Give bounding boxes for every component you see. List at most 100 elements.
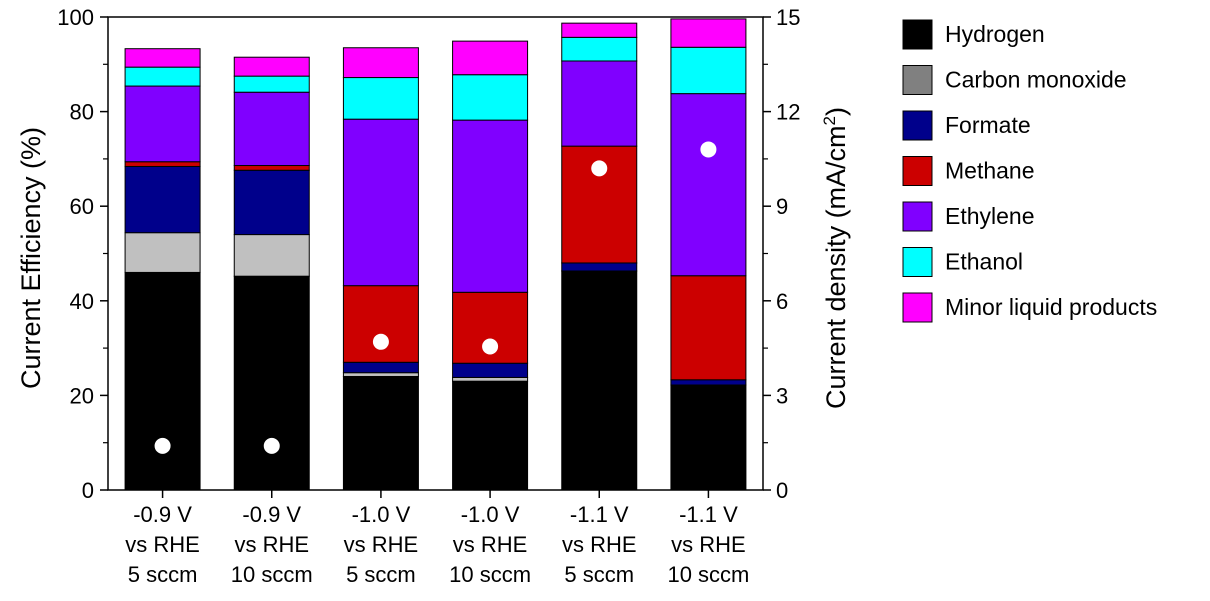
- bar-segment-formate: [342, 361, 419, 374]
- y2-axis-title: Current density (mA/cm2): [820, 107, 851, 409]
- legend-label: Methane: [945, 158, 1035, 184]
- legend-label: Hydrogen: [945, 21, 1045, 47]
- bar-segment-ethanol: [342, 77, 419, 120]
- current-density-point: [263, 437, 280, 454]
- bar-segment-minor-liquid-products: [124, 48, 201, 68]
- y2-axis-title-superscript: 2: [820, 116, 839, 125]
- legend-swatch: [902, 19, 933, 50]
- y-tick-label: 60: [70, 194, 94, 219]
- x-category-label-line: vs RHE: [125, 532, 200, 557]
- bar-segment-ethanol: [670, 46, 747, 95]
- y-tick-label: 40: [70, 289, 94, 314]
- bars-layer: [124, 18, 747, 491]
- bar-segment-carbon-monoxide: [452, 376, 529, 382]
- bar-segment-ethylene: [561, 60, 638, 147]
- current-density-point: [591, 160, 608, 177]
- bar-segment-hydrogen: [561, 270, 638, 491]
- bar-segment-ethanol: [452, 74, 529, 121]
- x-category-label-line: 5 sccm: [346, 562, 416, 587]
- current-density-point: [154, 437, 171, 454]
- legend-item: Ethanol: [902, 247, 1023, 277]
- y2-axis-title-main: Current density (mA/cm: [821, 125, 851, 409]
- y-tick-label: 100: [57, 5, 94, 30]
- x-category-label: -0.9 V vs RHE 10 sccm: [231, 502, 313, 587]
- bar-segment-minor-liquid-products: [561, 22, 638, 38]
- bar-segment-minor-liquid-products: [452, 40, 529, 76]
- bar-segment-ethanol: [124, 66, 201, 87]
- legend-item: Minor liquid products: [902, 292, 1157, 323]
- x-category-label: -1.1 V vs RHE 5 sccm: [562, 502, 637, 587]
- bar-segment-hydrogen: [452, 380, 529, 491]
- bar-segment-hydrogen: [233, 275, 310, 491]
- bar-segment-ethylene: [124, 85, 201, 163]
- bar-segment-ethylene: [670, 93, 747, 277]
- legend-item: Carbon monoxide: [902, 65, 1127, 95]
- bar-segment-formate: [233, 169, 310, 236]
- legend-label: Ethylene: [945, 203, 1035, 229]
- bar-segment-minor-liquid-products: [342, 47, 419, 79]
- y-tick-label: 20: [70, 383, 94, 408]
- legend-swatch: [902, 156, 933, 186]
- bar-segment-minor-liquid-products: [233, 56, 310, 77]
- x-category-label-line: -1.1 V: [679, 502, 738, 527]
- bar-segment-carbon-monoxide: [233, 234, 310, 277]
- legend-item: Ethylene: [902, 201, 1035, 232]
- x-category-label-line: -0.9 V: [242, 502, 301, 527]
- x-category-label-line: 10 sccm: [231, 562, 313, 587]
- bar-segment-ethylene: [233, 91, 310, 167]
- x-category-label: -0.9 V vs RHE 5 sccm: [125, 502, 200, 587]
- legend-item: Hydrogen: [902, 19, 1045, 50]
- bar-segment-formate: [124, 165, 201, 234]
- x-category-label-line: 10 sccm: [667, 562, 749, 587]
- x-category-label-line: 5 sccm: [564, 562, 634, 587]
- legend-swatch: [902, 201, 933, 232]
- bar-segment-hydrogen: [124, 271, 201, 491]
- x-category-label-line: 5 sccm: [128, 562, 198, 587]
- y2-axis-title-close: ): [821, 107, 851, 116]
- y2-tick-label: 6: [776, 289, 788, 314]
- x-category-label: -1.0 V vs RHE 10 sccm: [449, 502, 531, 587]
- legend-label: Carbon monoxide: [945, 67, 1127, 93]
- bar-segment-minor-liquid-products: [670, 18, 747, 48]
- bar-segment-methane: [670, 275, 747, 381]
- x-category-label-line: vs RHE: [234, 532, 309, 557]
- bar-segment-ethylene: [452, 119, 529, 293]
- x-category-label-line: 10 sccm: [449, 562, 531, 587]
- y-tick-label: 0: [82, 478, 94, 503]
- legend-label: Ethanol: [945, 249, 1023, 275]
- plot-frame: [107, 16, 764, 491]
- legend-label: Minor liquid products: [945, 294, 1157, 320]
- y2-tick-label: 15: [776, 5, 800, 30]
- bar-segment-hydrogen: [670, 384, 747, 491]
- bar-segment-carbon-monoxide: [342, 372, 419, 377]
- x-category-label-line: vs RHE: [562, 532, 637, 557]
- bar-segment-carbon-monoxide: [124, 232, 201, 273]
- bar-segment-formate: [670, 379, 747, 386]
- y-tick-label: 80: [70, 100, 94, 125]
- ticks-layer: [100, 16, 771, 498]
- legend-item: Methane: [902, 156, 1035, 186]
- markers-layer: [154, 141, 717, 454]
- x-category-label-line: vs RHE: [344, 532, 419, 557]
- x-category-label-line: -1.0 V: [461, 502, 520, 527]
- x-category-label-line: -1.0 V: [352, 502, 411, 527]
- y2-tick-label: 0: [776, 478, 788, 503]
- bar-segment-formate: [561, 262, 638, 272]
- bar-segment-ethanol: [233, 75, 310, 93]
- y2-tick-label: 9: [776, 194, 788, 219]
- current-density-point: [482, 338, 499, 355]
- bar-segment-ethanol: [561, 36, 638, 62]
- legend-item: Formate: [902, 110, 1031, 141]
- bar-segment-methane: [342, 285, 419, 363]
- x-category-label-line: vs RHE: [671, 532, 746, 557]
- bar-segment-hydrogen: [342, 375, 419, 491]
- x-category-label-line: -1.1 V: [570, 502, 629, 527]
- legend: Hydrogen Carbon monoxide Formate Methane Eth…: [902, 19, 1157, 323]
- bar-segment-methane: [233, 165, 310, 171]
- bar-segment-formate: [452, 362, 529, 378]
- bar-segment-methane: [124, 161, 201, 167]
- x-category-label-line: -0.9 V: [133, 502, 192, 527]
